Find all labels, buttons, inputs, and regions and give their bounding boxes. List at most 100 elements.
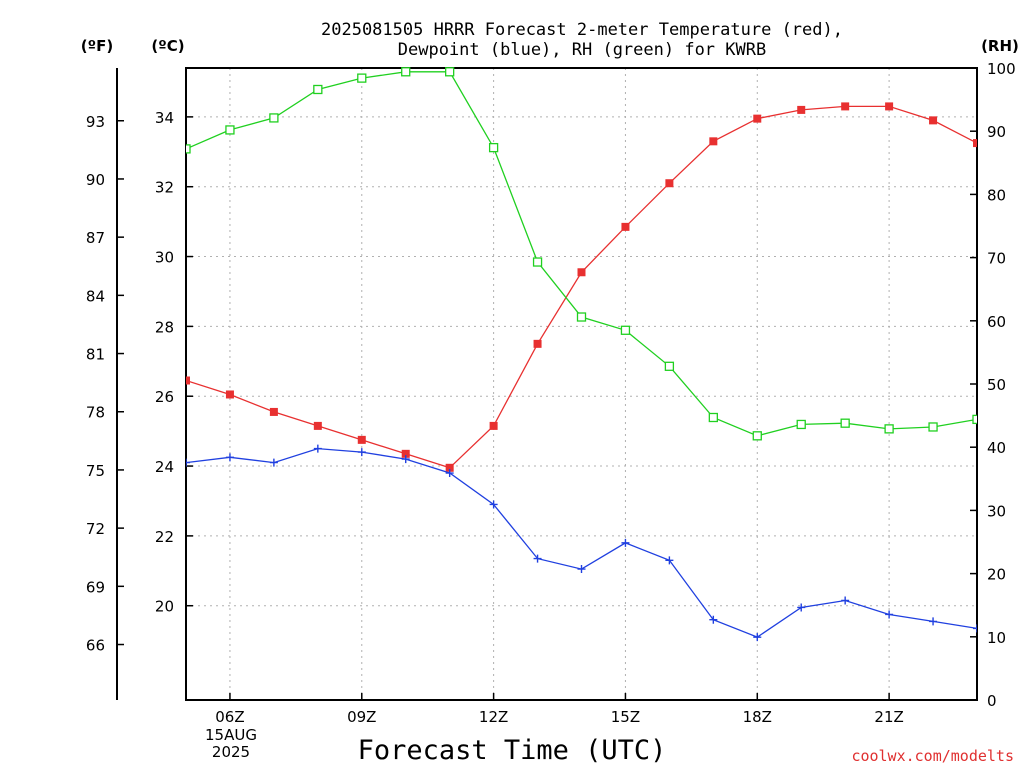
dewpoint-point [489, 500, 498, 509]
dewpoint-point [577, 565, 586, 574]
rh-tick-label: 80 [987, 186, 1006, 204]
temperature-point [621, 222, 630, 231]
fahrenheit-tick-label: 87 [86, 229, 105, 247]
rh-point [488, 142, 499, 153]
dewpoint-point [186, 458, 190, 467]
rh-point [313, 84, 323, 95]
rh-tick-label: 20 [987, 566, 1006, 584]
dewpoint-point [973, 624, 977, 633]
rh-tick-label: 70 [987, 250, 1006, 268]
rh-tick-label: 50 [987, 376, 1006, 394]
temperature-point [269, 407, 278, 416]
date-label-year: 2025 [212, 743, 250, 761]
temperature-point [533, 339, 542, 348]
x-tick-label: 06Z [215, 708, 244, 726]
fahrenheit-tick-label: 84 [86, 287, 105, 305]
rh-point [664, 361, 675, 371]
chart-title-line1: 2025081505 HRRR Forecast 2-meter Tempera… [321, 20, 843, 40]
dewpoint-point [533, 554, 542, 563]
rh-tick-label: 10 [987, 629, 1006, 647]
dewpoint-point [445, 469, 454, 478]
dewpoint-point [269, 458, 278, 467]
date-label-day: 15AUG [205, 726, 257, 744]
rh-tick-label: 60 [987, 313, 1006, 331]
celsius-unit-label: (ºC) [151, 37, 184, 55]
series-line-rh [186, 71, 977, 437]
temperature-point [797, 105, 806, 114]
rh-tick-label: 100 [987, 60, 1016, 78]
rh-tick-label: 40 [987, 439, 1006, 457]
rh-tick-label: 0 [987, 692, 997, 710]
celsius-tick-label: 22 [155, 528, 174, 546]
temperature-point [401, 449, 410, 458]
fahrenheit-tick-label: 78 [86, 404, 105, 422]
temperature-point [225, 390, 234, 399]
rh-point [620, 325, 631, 335]
fahrenheit-tick-label: 93 [86, 113, 105, 131]
celsius-tick-label: 28 [155, 318, 174, 336]
celsius-tick-label: 32 [155, 179, 174, 197]
rh-point [928, 422, 938, 432]
celsius-tick-label: 34 [155, 109, 174, 127]
series-line-temperature [186, 105, 977, 469]
series-rh [186, 67, 977, 441]
x-tick-label: 21Z [874, 708, 903, 726]
dewpoint-point [885, 610, 894, 619]
fahrenheit-tick-label: 66 [86, 637, 105, 655]
celsius-tick-label: 26 [155, 388, 174, 406]
rh-point [752, 431, 762, 441]
temperature-point [186, 376, 190, 385]
axes: 66 69 72 75 78 81 84 87 90 93 20 22 24 26 28 30 32 34 0 10 2… [86, 60, 1016, 726]
temperature-point [665, 179, 674, 188]
rh-tick-label: 30 [987, 502, 1006, 520]
rh-point [532, 257, 543, 267]
temperature-point [929, 116, 938, 125]
dewpoint-point [841, 596, 850, 605]
dewpoint-point [225, 453, 234, 462]
celsius-tick-label: 30 [155, 249, 174, 267]
dewpoint-point [709, 615, 718, 624]
series-line-dewpoint [186, 447, 977, 638]
x-tick-label: 09Z [347, 708, 376, 726]
temperature-point [489, 421, 498, 430]
rh-point [186, 144, 191, 154]
temperature-point [313, 421, 322, 430]
rh-point [357, 73, 367, 83]
data-series [186, 67, 977, 642]
credit-text: coolwx.com/modelts [851, 747, 1014, 765]
temperature-point [445, 463, 454, 472]
temperature-point [841, 102, 850, 111]
rh-point [840, 418, 850, 428]
rh-point [445, 67, 455, 77]
rh-point [269, 113, 279, 123]
celsius-tick-label: 20 [155, 598, 174, 616]
temperature-point [709, 137, 718, 146]
temperature-point [973, 139, 977, 148]
rh-point [401, 67, 411, 77]
dewpoint-point [401, 455, 410, 464]
x-tick-label: 18Z [743, 708, 772, 726]
temperature-point [753, 114, 762, 123]
x-axis-title: Forecast Time (UTC) [358, 735, 667, 766]
temperature-point [885, 102, 894, 111]
dewpoint-point [797, 603, 806, 612]
rh-point [708, 412, 718, 423]
fahrenheit-tick-label: 69 [86, 578, 105, 596]
series-dewpoint [186, 444, 977, 642]
rh-unit-label: (RH) [981, 37, 1019, 55]
fahrenheit-tick-label: 75 [86, 462, 105, 480]
fahrenheit-tick-label: 90 [86, 171, 105, 189]
dewpoint-point [753, 633, 762, 642]
rh-tick-label: 90 [987, 123, 1006, 141]
temperature-point [577, 268, 586, 277]
rh-point [225, 125, 235, 135]
x-tick-label: 12Z [479, 708, 508, 726]
series-temperature [186, 102, 977, 472]
rh-point [972, 414, 977, 425]
celsius-tick-label: 24 [155, 458, 174, 476]
dewpoint-point [621, 538, 630, 547]
chart-title-line2: Dewpoint (blue), RH (green) for KWRB [398, 40, 766, 60]
dewpoint-point [665, 556, 674, 565]
dewpoint-point [357, 448, 366, 457]
